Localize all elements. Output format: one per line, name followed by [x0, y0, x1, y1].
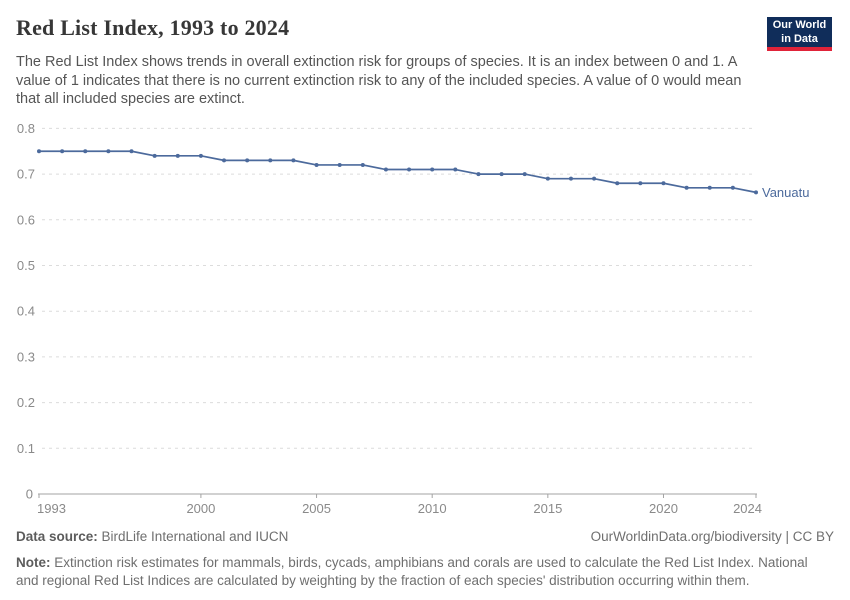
data-point[interactable]	[152, 153, 157, 158]
data-point[interactable]	[314, 162, 319, 167]
chart-title: Red List Index, 1993 to 2024	[16, 15, 290, 40]
data-point[interactable]	[476, 172, 481, 177]
data-point[interactable]	[707, 185, 712, 190]
data-point[interactable]	[592, 176, 597, 181]
data-point[interactable]	[754, 190, 758, 195]
data-point[interactable]	[268, 158, 273, 163]
y-axis-label: 0.7	[17, 167, 35, 182]
data-point[interactable]	[730, 185, 735, 190]
footer-note: Note: Extinction risk estimates for mamm…	[16, 554, 816, 589]
owid-logo[interactable]: Our World in Data	[767, 17, 832, 51]
data-point[interactable]	[453, 167, 458, 172]
note-text: Extinction risk estimates for mammals, b…	[16, 555, 808, 588]
data-point[interactable]	[37, 149, 41, 154]
y-axis-label: 0.1	[17, 441, 35, 456]
x-axis-label: 2005	[302, 501, 331, 516]
x-axis-label: 2024	[733, 501, 762, 516]
y-axis-label: 0.8	[17, 121, 35, 136]
data-point[interactable]	[568, 176, 573, 181]
data-point[interactable]	[337, 162, 342, 167]
line-chart[interactable]: 0 0.1 0.2 0.3 0.4 0.5 0.6 0.7 0.8 1993 2000 2005 201…	[0, 110, 850, 522]
data-point[interactable]	[106, 149, 111, 154]
data-point[interactable]	[661, 181, 666, 186]
x-axis-label: 2020	[649, 501, 678, 516]
data-point[interactable]	[615, 181, 620, 186]
x-axis-label: 2000	[186, 501, 215, 516]
data-point[interactable]	[360, 162, 365, 167]
y-axis-label: 0.3	[17, 349, 35, 364]
data-point[interactable]	[291, 158, 296, 163]
chart-subtitle: The Red List Index shows trends in overa…	[16, 54, 742, 108]
data-point[interactable]	[198, 153, 203, 158]
owid-logo-line2: in Data	[781, 32, 818, 45]
data-point[interactable]	[175, 153, 180, 158]
data-point[interactable]	[522, 172, 527, 177]
owid-logo-line1: Our World	[772, 19, 827, 31]
trend-line[interactable]	[38, 150, 757, 194]
y-axis-label: 0.4	[17, 304, 35, 319]
y-axis-label: 0.5	[17, 258, 35, 273]
note-label: Note:	[16, 555, 51, 570]
data-point[interactable]	[684, 185, 689, 190]
y-axis-label: 0	[26, 487, 33, 502]
data-point[interactable]	[245, 158, 250, 163]
data-point[interactable]	[430, 167, 435, 172]
data-point[interactable]	[83, 149, 88, 154]
y-axis-label: 0.6	[17, 212, 35, 227]
data-source: Data source: BirdLife International and …	[16, 529, 288, 544]
attribution-link[interactable]: OurWorldinData.org/biodiversity | CC BY	[590, 529, 834, 544]
data-point[interactable]	[545, 176, 550, 181]
data-point[interactable]	[638, 181, 643, 186]
x-axis-label: 1993	[37, 501, 66, 516]
data-point[interactable]	[222, 158, 227, 163]
data-source-label: Data source:	[16, 529, 98, 544]
data-point[interactable]	[383, 167, 388, 172]
footer-source-row: Data source: BirdLife International and …	[16, 529, 834, 544]
data-source-text: BirdLife International and IUCN	[97, 529, 289, 544]
data-point[interactable]	[129, 149, 134, 154]
data-point[interactable]	[407, 167, 412, 172]
y-axis-label: 0.2	[17, 395, 35, 410]
entity-label[interactable]: Vanuatu	[762, 185, 809, 200]
data-point[interactable]	[60, 149, 65, 154]
x-axis-label: 2010	[418, 501, 447, 516]
x-axis-label: 2015	[533, 501, 562, 516]
data-point[interactable]	[499, 172, 504, 177]
